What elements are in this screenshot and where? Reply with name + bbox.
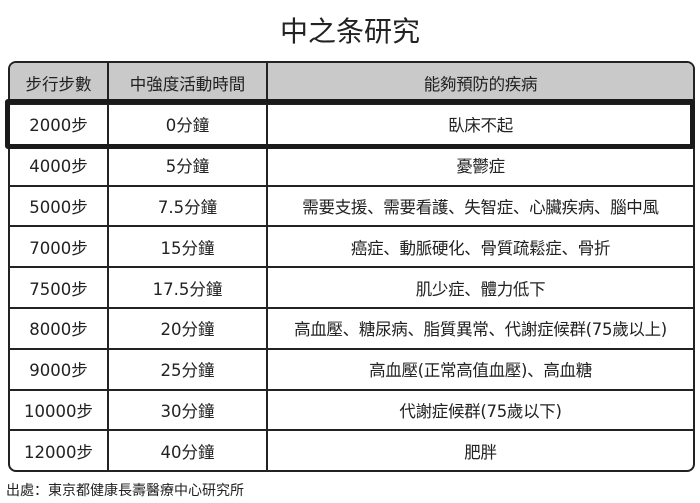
cell-steps: 7000步 <box>10 227 109 267</box>
cell-steps: 10000步 <box>10 390 109 430</box>
cell-activity-time: 17.5分鐘 <box>109 268 268 307</box>
table-row: 2000步 0分鐘 臥床不起 <box>10 103 693 144</box>
header-diseases: 能夠預防的疾病 <box>423 75 538 94</box>
table-row: 12000步 40分鐘 肥胖 <box>10 429 693 471</box>
cell-activity-time: 0分鐘 <box>109 105 268 144</box>
table-row: 9000步 25分鐘 高血壓(正常高值血壓)、高血糖 <box>10 347 693 389</box>
cell-steps: 2000步 <box>10 105 109 144</box>
cell-diseases: 憂鬱症 <box>456 157 505 177</box>
table-row: 7500步 17.5分鐘 肌少症、體力低下 <box>10 266 693 307</box>
cell-activity-time: 30分鐘 <box>109 390 268 430</box>
source-note: 出處：東京都健康長壽醫療中心研究所 <box>6 483 244 499</box>
cell-diseases: 肥胖 <box>464 442 497 462</box>
steps-disease-table: 步行步數 中強度活動時間 能夠預防的疾病 2000步 0分鐘 臥床不起 4000步 5分… <box>8 61 695 473</box>
header-activity-time: 中強度活動時間 <box>109 63 268 103</box>
cell-steps: 9000步 <box>10 349 109 389</box>
cell-activity-time: 25分鐘 <box>109 349 268 389</box>
cell-activity-time: 40分鐘 <box>109 431 268 471</box>
cell-diseases: 代謝症候群(75歲以下) <box>399 401 562 421</box>
cell-diseases: 需要支援、需要看護、失智症、心臟疾病、腦中風 <box>302 197 659 217</box>
cell-steps: 5000步 <box>10 186 109 226</box>
cell-diseases: 高血壓(正常高值血壓)、高血糖 <box>369 361 592 381</box>
cell-diseases: 臥床不起 <box>448 116 513 136</box>
table-row: 8000步 20分鐘 高血壓、糖尿病、脂質異常、代謝症候群(75歲以上) <box>10 306 693 348</box>
table-row: 4000步 5分鐘 憂鬱症 <box>10 143 693 185</box>
cell-steps: 7500步 <box>10 268 109 307</box>
cell-diseases: 癌症、動脈硬化、骨質疏鬆症、骨折 <box>350 238 611 258</box>
cell-activity-time: 15分鐘 <box>109 227 268 267</box>
cell-activity-time: 20分鐘 <box>109 308 268 348</box>
page-title: 中之条研究 <box>279 15 420 48</box>
cell-activity-time: 7.5分鐘 <box>109 186 268 226</box>
header-steps: 步行步數 <box>10 63 109 103</box>
cell-steps: 4000步 <box>10 145 109 185</box>
cell-steps: 12000步 <box>10 431 109 471</box>
table-header-row: 步行步數 中強度活動時間 能夠預防的疾病 <box>10 63 693 103</box>
cell-activity-time: 5分鐘 <box>109 145 268 185</box>
table-row: 7000步 15分鐘 癌症、動脈硬化、骨質疏鬆症、骨折 <box>10 225 693 267</box>
cell-diseases: 高血壓、糖尿病、脂質異常、代謝症候群(75歲以上) <box>294 320 667 340</box>
cell-steps: 8000步 <box>10 308 109 348</box>
table-row: 5000步 7.5分鐘 需要支援、需要看護、失智症、心臟疾病、腦中風 <box>10 184 693 226</box>
cell-diseases: 肌少症、體力低下 <box>415 279 546 299</box>
table-row: 10000步 30分鐘 代謝症候群(75歲以下) <box>10 388 693 430</box>
